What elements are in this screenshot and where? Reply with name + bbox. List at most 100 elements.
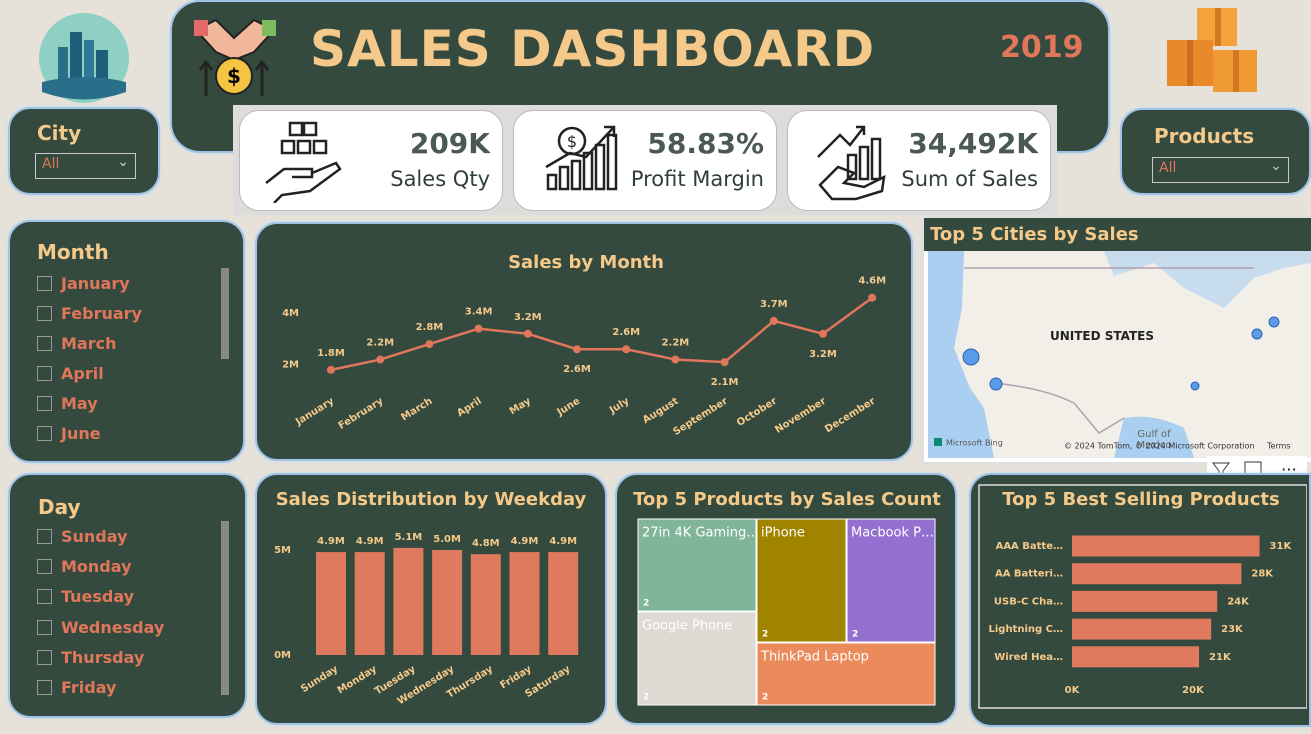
map-attribution: © 2024 TomTom, © 2024 Microsoft Corporat… (1064, 442, 1255, 451)
kpi-label: Sales Qty (390, 167, 490, 191)
kpi-label: Profit Margin (630, 167, 764, 191)
slicer-option[interactable]: January (37, 274, 130, 293)
map-terms[interactable]: Terms (1266, 442, 1291, 451)
sales-icon (817, 125, 886, 201)
y-tick-label: 5M (274, 545, 291, 556)
x-tick-label: June (555, 396, 583, 419)
y-tick-label: Wired Hea… (994, 652, 1063, 663)
slicer-option[interactable]: Thursday (37, 648, 144, 667)
tile-label: Macbook P… (851, 526, 934, 541)
value-label: 23K (1221, 624, 1244, 635)
kpi-label: Sum of Sales (901, 167, 1038, 191)
slicer-option[interactable]: April (37, 364, 104, 383)
value-label: 5.1M (395, 532, 423, 543)
tile-label: ThinkPad Laptop (760, 650, 869, 665)
slicer-option[interactable]: Sunday (37, 527, 128, 546)
slicer-option[interactable]: May (37, 394, 98, 413)
tile-label: iPhone (761, 526, 805, 541)
hbar-panel: Top 5 Best Selling Products 0K 20K AAA Batt… (969, 473, 1311, 727)
value-label: 4.6M (858, 276, 886, 287)
value-label: 3.2M (809, 349, 837, 360)
slicer-option[interactable]: March (37, 334, 116, 353)
scrollbar[interactable] (221, 521, 229, 695)
value-label: 2.6M (563, 364, 591, 375)
point (425, 340, 434, 349)
city-bubble[interactable] (1251, 328, 1263, 340)
chart-title: Top 5 Best Selling Products (1002, 489, 1279, 510)
tile-label: 27in 4K Gaming… (642, 526, 759, 541)
dropdown[interactable]: All ⌄ (35, 153, 136, 179)
x-tick-label: May (508, 396, 534, 418)
chart-title: Sales Distribution by Weekday (276, 489, 587, 510)
chart-title: Sales by Month (508, 252, 664, 273)
slicer-option[interactable]: Tuesday (37, 587, 134, 606)
value-label: 4.8M (472, 538, 500, 549)
bar (316, 552, 346, 655)
point (376, 355, 385, 364)
y-tick-label: 0M (274, 650, 291, 661)
slicer-option[interactable]: June (37, 424, 101, 443)
city-bubble[interactable] (1268, 316, 1280, 328)
slicer-option[interactable]: Monday (37, 557, 132, 576)
filter-title: Month (37, 240, 109, 264)
city-bubble[interactable] (962, 348, 980, 366)
products-filter: Products All ⌄ (1120, 108, 1311, 195)
slicer-option[interactable]: Friday (37, 678, 116, 697)
tile (846, 518, 936, 643)
dropdown-value: All (1159, 160, 1177, 176)
option-label: January (61, 274, 130, 293)
x-tick-label: April (455, 396, 483, 419)
y-tick-label: USB-C Cha… (994, 596, 1063, 607)
bar (548, 552, 579, 655)
x-tick-label: February (337, 396, 386, 432)
slicer-option[interactable]: February (37, 304, 142, 323)
qty-icon (265, 121, 342, 203)
bar-panel: Sales Distribution by Weekday 0M 5M 4.9M Sun… (255, 473, 607, 725)
value-label: 1.8M (317, 348, 345, 359)
margin-icon: $ (545, 125, 618, 191)
water-label: Mexico (1137, 440, 1172, 451)
scrollbar[interactable] (221, 268, 229, 359)
line-chart: Sales by Month 2M 4M 1.8M January 2.2M Februar… (282, 252, 886, 438)
dropdown[interactable]: All ⌄ (1152, 157, 1289, 183)
point (573, 345, 581, 354)
chart-title: Top 5 Products by Sales Count (633, 489, 941, 510)
treemap-panel: Top 5 Products by Sales Count 27in 4K Gam… (615, 473, 957, 725)
city-bubble[interactable] (1190, 381, 1200, 391)
tile-value: 2 (762, 693, 768, 703)
bar (1072, 535, 1260, 557)
option-label: February (61, 304, 142, 323)
value-label: 31K (1270, 541, 1293, 552)
month-filter: Month January February March April May June (8, 220, 245, 463)
tile-value: 2 (643, 599, 649, 609)
map-provider: Microsoft Bing (946, 439, 1003, 448)
tile-value: 2 (762, 630, 768, 640)
y-tick-label: AA Batteri… (995, 569, 1063, 580)
frame (978, 484, 1307, 709)
slicer-option[interactable]: Wednesday (37, 618, 164, 637)
option-label: Thursday (61, 647, 145, 667)
bar (1072, 646, 1200, 668)
x-tick-label: October (735, 396, 779, 429)
point (523, 329, 532, 338)
y-tick-label: 4M (282, 308, 299, 319)
point (622, 345, 631, 354)
svg-text:$: $ (227, 64, 241, 88)
value-label: 2.2M (662, 338, 690, 349)
treemap: Top 5 Products by Sales Count 27in 4K Gam… (633, 489, 941, 706)
x-tick-label: December (823, 396, 877, 436)
bar (354, 552, 385, 655)
x-tick-label: Monday (336, 664, 380, 697)
tile (756, 642, 936, 706)
value-label: 4.9M (511, 536, 539, 547)
value-label: 24K (1227, 596, 1250, 607)
title: SALES DASHBOARD (310, 20, 876, 78)
value-label: 2.8M (416, 322, 444, 333)
value-label: 21K (1209, 652, 1232, 663)
x-tick-label: 20K (1182, 685, 1205, 696)
value-label: 2.2M (366, 338, 394, 349)
map-title: Top 5 Cities by Sales (930, 224, 1139, 245)
city-bubble[interactable] (989, 377, 1003, 391)
value-label: 3.7M (760, 299, 788, 310)
